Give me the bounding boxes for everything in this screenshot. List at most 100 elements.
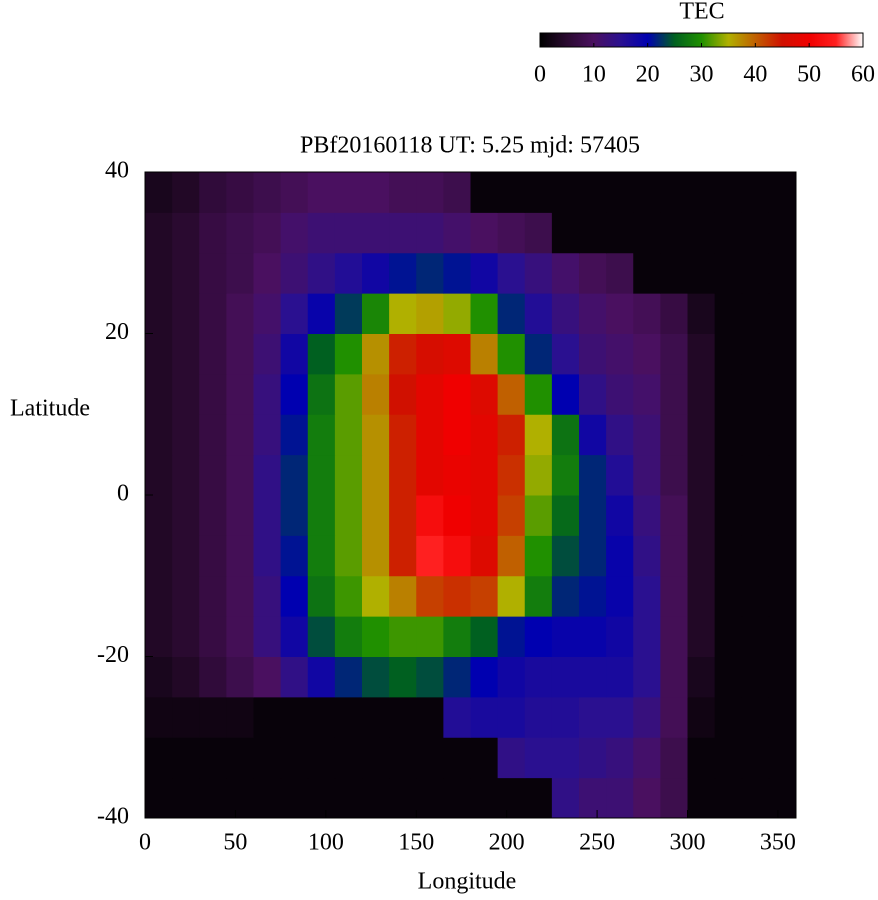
heatmap-cell [741, 373, 770, 415]
heatmap-cell [633, 252, 661, 294]
heatmap-cell [253, 373, 282, 415]
heatmap-cell [470, 293, 499, 334]
heatmap-cell [443, 414, 471, 456]
heatmap-cell [307, 575, 336, 617]
heatmap-cell [714, 535, 743, 577]
heatmap-cell [172, 373, 200, 415]
heatmap-cell [768, 616, 797, 657]
heatmap-cell [334, 252, 363, 294]
heatmap-cell [280, 333, 309, 375]
heatmap-cell [741, 252, 770, 294]
heatmap-cell [633, 495, 661, 536]
heatmap-cell [253, 575, 282, 617]
heatmap-cell [443, 656, 471, 698]
heatmap-cell [253, 293, 282, 334]
heatmap-cell [145, 333, 173, 375]
heatmap-cell [307, 737, 336, 779]
heatmap-cell [551, 656, 580, 698]
heatmap-cell [226, 777, 254, 819]
heatmap-cell [199, 495, 227, 536]
heatmap-cell [741, 495, 770, 536]
x-tick-label: 200 [489, 830, 525, 856]
heatmap-cell [226, 737, 254, 779]
x-tick-label: 350 [760, 830, 796, 856]
heatmap-cell [145, 696, 173, 738]
heatmap-cell [172, 777, 200, 819]
heatmap-cell [768, 212, 797, 254]
heatmap-cell [579, 454, 607, 496]
heatmap-cell [714, 777, 743, 819]
heatmap-cell [280, 373, 309, 415]
heatmap-cell [199, 575, 227, 617]
heatmap-cell [199, 656, 227, 698]
heatmap-cell [362, 172, 390, 213]
heatmap-cell [334, 777, 363, 819]
heatmap-cell [199, 616, 227, 657]
heatmap-cell [470, 656, 499, 698]
heatmap-cell [443, 535, 471, 577]
heatmap-cell [606, 454, 634, 496]
heatmap-cell [579, 495, 607, 536]
heatmap-cell [660, 737, 688, 779]
heatmap-cell [416, 575, 444, 617]
heatmap-cell [633, 172, 661, 213]
heatmap-cell [416, 333, 444, 375]
x-tick-label: 150 [398, 830, 434, 856]
y-tick-label: 0 [117, 481, 129, 507]
heatmap-cell [714, 737, 743, 779]
heatmap-cell [470, 373, 499, 415]
heatmap-cell [741, 737, 770, 779]
heatmap-cell [497, 696, 526, 738]
heatmap-cell [443, 252, 471, 294]
heatmap-cell [551, 172, 580, 213]
heatmap-cell [606, 696, 634, 738]
heatmap-cell [334, 212, 363, 254]
heatmap-cell [389, 777, 417, 819]
heatmap-cell [768, 333, 797, 375]
heatmap-cell [660, 777, 688, 819]
heatmap-cell [172, 616, 200, 657]
x-tick-label: 300 [670, 830, 706, 856]
heatmap-cell [416, 212, 444, 254]
heatmap-cell [389, 293, 417, 334]
heatmap-cell [551, 737, 580, 779]
heatmap-cell [768, 777, 797, 819]
heatmap-cell [497, 495, 526, 536]
heatmap-cell [633, 333, 661, 375]
heatmap-cell [253, 696, 282, 738]
heatmap-cell [199, 454, 227, 496]
heatmap-cell [741, 656, 770, 698]
heatmap-cell [145, 414, 173, 456]
heatmap-cell [606, 293, 634, 334]
heatmap-cell [307, 656, 336, 698]
heatmap-cell [660, 696, 688, 738]
heatmap-cell [687, 333, 716, 375]
heatmap-cell [443, 212, 471, 254]
heatmap-cell [253, 414, 282, 456]
heatmap-cell [470, 414, 499, 456]
heatmap-cell [334, 575, 363, 617]
heatmap-cell [145, 777, 173, 819]
heatmap-cell [741, 454, 770, 496]
heatmap-cell [768, 656, 797, 698]
heatmap-cell [172, 293, 200, 334]
heatmap-cell [606, 172, 634, 213]
heatmap-cell [714, 696, 743, 738]
heatmap-cell [551, 414, 580, 456]
heatmap-cell [687, 414, 716, 456]
heatmap-cell [172, 575, 200, 617]
heatmap-cell [172, 212, 200, 254]
heatmap-cell [334, 737, 363, 779]
heatmap-cell [280, 252, 309, 294]
heatmap-cell [226, 696, 254, 738]
heatmap-cell [741, 414, 770, 456]
heatmap-cell [579, 656, 607, 698]
y-tick-label: 40 [105, 158, 129, 184]
heatmap-cell [687, 454, 716, 496]
heatmap-cell [524, 495, 553, 536]
heatmap-cell [660, 616, 688, 657]
heatmap-cell [145, 252, 173, 294]
heatmap-cell [524, 373, 553, 415]
heatmap-cell [551, 575, 580, 617]
heatmap-cell [497, 252, 526, 294]
